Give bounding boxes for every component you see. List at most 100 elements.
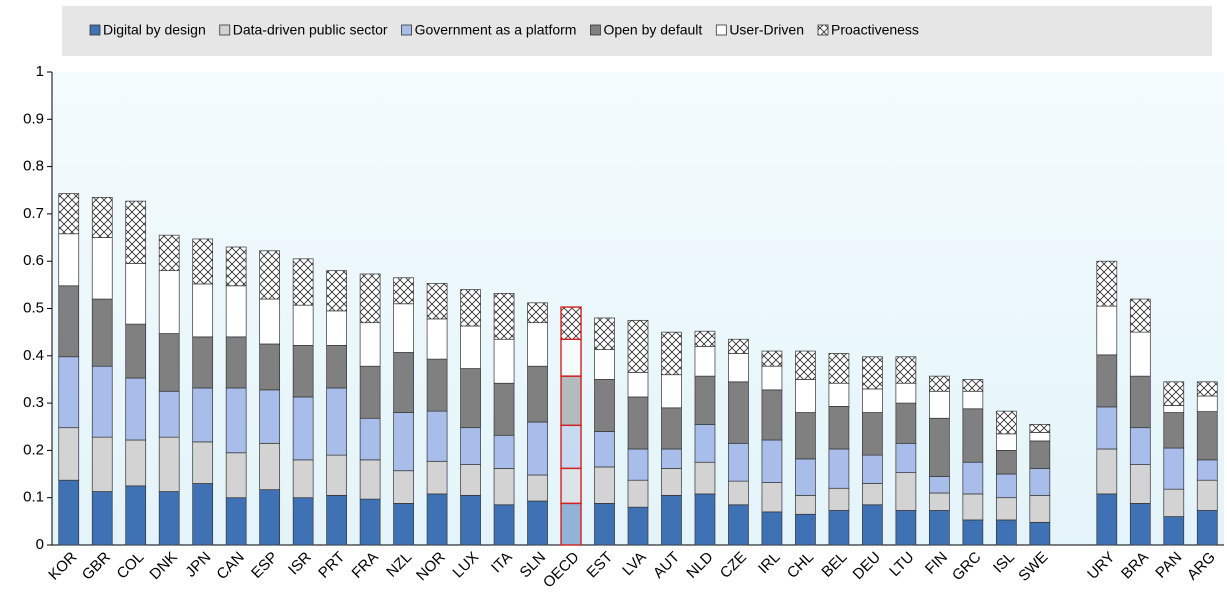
bar-segment (125, 439, 147, 487)
bar-segment (995, 473, 1017, 499)
x-tick-label: LTU (886, 549, 917, 580)
bar-segment (393, 352, 414, 413)
bar-segment (1196, 459, 1218, 481)
bar-segment (1029, 521, 1051, 546)
x-tick-label: LUX (450, 549, 483, 582)
bar-segment (292, 396, 314, 461)
bar-segment (1196, 479, 1218, 511)
bar-segment (929, 375, 950, 392)
bar-segment (460, 289, 481, 327)
bar-segment (694, 375, 716, 425)
bar-segment (493, 382, 515, 436)
bar-segment (929, 417, 950, 477)
bar-segment (862, 504, 883, 546)
bar-segment (895, 382, 917, 404)
bar-segment (426, 283, 448, 320)
y-tick-label: 0.4 (23, 347, 44, 364)
bar-segment (761, 511, 783, 546)
bar-segment (125, 200, 147, 264)
bar-segment (58, 356, 80, 429)
x-tick-label: SWE (1015, 549, 1051, 585)
bar-segment (627, 479, 649, 508)
bar-segment (694, 345, 716, 377)
bar-segment (1029, 494, 1051, 523)
bar-segment (895, 472, 917, 511)
x-tick-label: DNK (146, 549, 180, 583)
legend-swatch (590, 24, 601, 36)
bar-segment (1196, 395, 1218, 412)
x-tick-label: NZL (383, 549, 415, 581)
y-tick-label: 0.7 (23, 205, 44, 222)
bar-segment (527, 322, 548, 367)
bar-segment (995, 497, 1017, 521)
bar-segment (460, 427, 481, 465)
bar-segment (828, 353, 850, 384)
bar-segment (694, 424, 716, 463)
bar-segment (158, 333, 180, 392)
bar-segment (292, 459, 314, 499)
bar-segment (527, 421, 548, 476)
bar-segment (1096, 493, 1118, 546)
bar-segment (1029, 432, 1051, 442)
bar-segment (962, 408, 984, 463)
bar-segment (259, 489, 281, 546)
legend-label: Proactiveness (831, 22, 919, 38)
x-tick-label: ISR (285, 549, 315, 579)
bar-segment (359, 417, 381, 461)
bar-segment (661, 468, 682, 496)
bar-segment (560, 502, 582, 546)
bar-segment (795, 458, 816, 496)
bar-segment (929, 510, 950, 546)
bar-segment (259, 298, 281, 345)
bar-segment (426, 493, 448, 546)
bar-segment (426, 318, 448, 360)
bar-segment (761, 350, 783, 367)
bar-segment (125, 323, 147, 379)
bar-segment (426, 460, 448, 495)
bar-segment (91, 491, 113, 546)
bar-segment (158, 491, 180, 546)
bar-segment (1163, 381, 1185, 406)
bar-segment (326, 345, 347, 389)
y-tick-label: 0.3 (23, 394, 44, 411)
bar-segment (259, 442, 281, 491)
legend-box (62, 6, 1212, 56)
bar-segment (326, 310, 347, 346)
legend: Digital by design Data-driven public sect… (89, 22, 919, 38)
bar-segment (91, 436, 113, 492)
bar-segment (728, 442, 749, 482)
bar-segment (627, 372, 649, 398)
bar-segment (828, 406, 850, 450)
bar-segment (862, 356, 883, 390)
x-tick-label: BEL (818, 549, 850, 581)
bar-segment (158, 436, 180, 492)
bar-segment (594, 431, 615, 468)
x-tick-label: FIN (922, 549, 951, 578)
x-tick-label: DEU (850, 549, 884, 583)
bar-segment (1163, 516, 1185, 546)
bar-segment (627, 448, 649, 481)
bar-segment (158, 270, 180, 334)
bar-segment (1096, 448, 1118, 495)
bar-segment (359, 322, 381, 367)
bar-segment (962, 493, 984, 521)
x-tick-label: CZE (717, 549, 750, 582)
bar-segment (192, 387, 214, 443)
bar-segment (58, 285, 80, 358)
bar-segment (225, 285, 247, 338)
bar-segment (91, 365, 113, 438)
bar-segment (158, 234, 180, 272)
bar-segment (895, 402, 917, 444)
x-tick-label: JPN (182, 549, 214, 581)
bar-segment (192, 336, 214, 389)
x-tick-label: ITA (488, 549, 516, 577)
x-tick-label: GBR (79, 549, 114, 584)
bar-segment (58, 479, 80, 546)
x-tick-label: ARG (1184, 549, 1219, 584)
bar-segment (962, 379, 984, 392)
legend-label: Data-driven public sector (233, 22, 388, 38)
bar-segment (259, 343, 281, 391)
bar-segment (560, 338, 582, 377)
bar-segment (1196, 510, 1218, 546)
